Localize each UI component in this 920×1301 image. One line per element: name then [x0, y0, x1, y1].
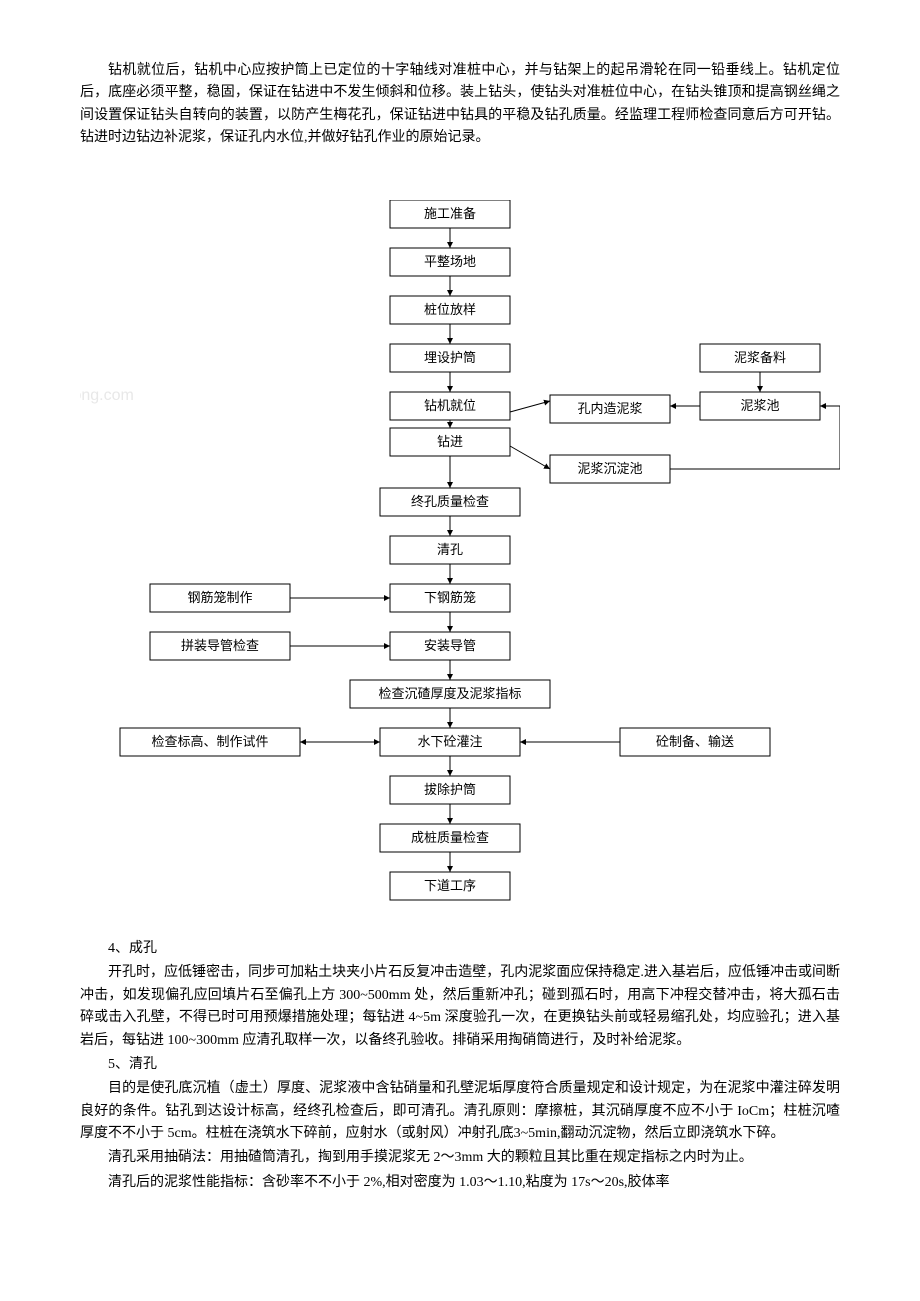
- flow-label-n10: 安装导管: [424, 638, 476, 653]
- intro-paragraph: 钻机就位后，钻机中心应按护筒上已定位的十字轴线对准桩中心，并与钻架上的起吊滑轮在…: [80, 60, 840, 150]
- flow-label-l2: 拼装导管检查: [181, 638, 259, 653]
- flow-label-s1: 泥浆备料: [734, 350, 786, 365]
- flow-label-l3: 检查标高、制作试件: [151, 734, 268, 749]
- flow-label-n6: 钻进: [437, 434, 463, 449]
- flow-label-n7: 终孔质量检查: [411, 494, 489, 509]
- heading-4: 4、成孔: [80, 938, 840, 960]
- flow-label-n9: 下钢筋笼: [424, 590, 476, 605]
- flowchart-svg: along.com 施工准备平整场地桩位放样埋设护筒钻机就位钻进终孔质量检查清孔…: [80, 200, 840, 910]
- heading-5: 5、清孔: [80, 1054, 840, 1076]
- flow-label-n1: 施工准备: [424, 206, 476, 221]
- flow-label-s3: 孔内造泥浆: [577, 401, 642, 416]
- flow-label-n5: 钻机就位: [424, 398, 476, 413]
- flow-label-n11: 检查沉碴厚度及泥浆指标: [378, 686, 521, 701]
- flow-label-n15: 下道工序: [424, 878, 476, 893]
- flow-label-l1: 钢筋笼制作: [187, 590, 252, 605]
- watermark-text: along.com: [80, 387, 134, 404]
- flow-label-r1: 砼制备、输送: [656, 734, 734, 749]
- flow-label-n4: 埋设护筒: [424, 350, 476, 365]
- flow-label-s4: 泥浆沉淀池: [577, 461, 642, 476]
- paragraph-4: 开孔时，应低锤密击，同步可加粘土块夹小片石反复冲击造壁，孔内泥浆面应保持稳定.进…: [80, 962, 840, 1052]
- flow-label-n8: 清孔: [437, 542, 463, 557]
- flow-label-n2: 平整场地: [424, 254, 476, 269]
- flow-label-n13: 拔除护筒: [424, 782, 476, 797]
- flow-label-s2: 泥浆池: [740, 398, 779, 413]
- flow-label-n14: 成桩质量检查: [411, 830, 489, 845]
- paragraph-5c: 清孔后的泥浆性能指标：含砂率不不小于 2%,相对密度为 1.03～1.10,粘度…: [80, 1172, 840, 1194]
- flow-label-n12: 水下砼灌注: [417, 734, 482, 749]
- flowchart-container: along.com 施工准备平整场地桩位放样埋设护筒钻机就位钻进终孔质量检查清孔…: [80, 200, 840, 918]
- flow-label-n3: 桩位放样: [424, 302, 476, 317]
- paragraph-5a: 目的是使孔底沉植（虚土）厚度、泥浆液中含钻硝量和孔壁泥垢厚度符合质量规定和设计规…: [80, 1078, 840, 1145]
- paragraph-5b: 清孔采用抽硝法：用抽碴筒清孔，掏到用手摸泥浆无 2～3mm 大的颗粒且其比重在规…: [80, 1147, 840, 1169]
